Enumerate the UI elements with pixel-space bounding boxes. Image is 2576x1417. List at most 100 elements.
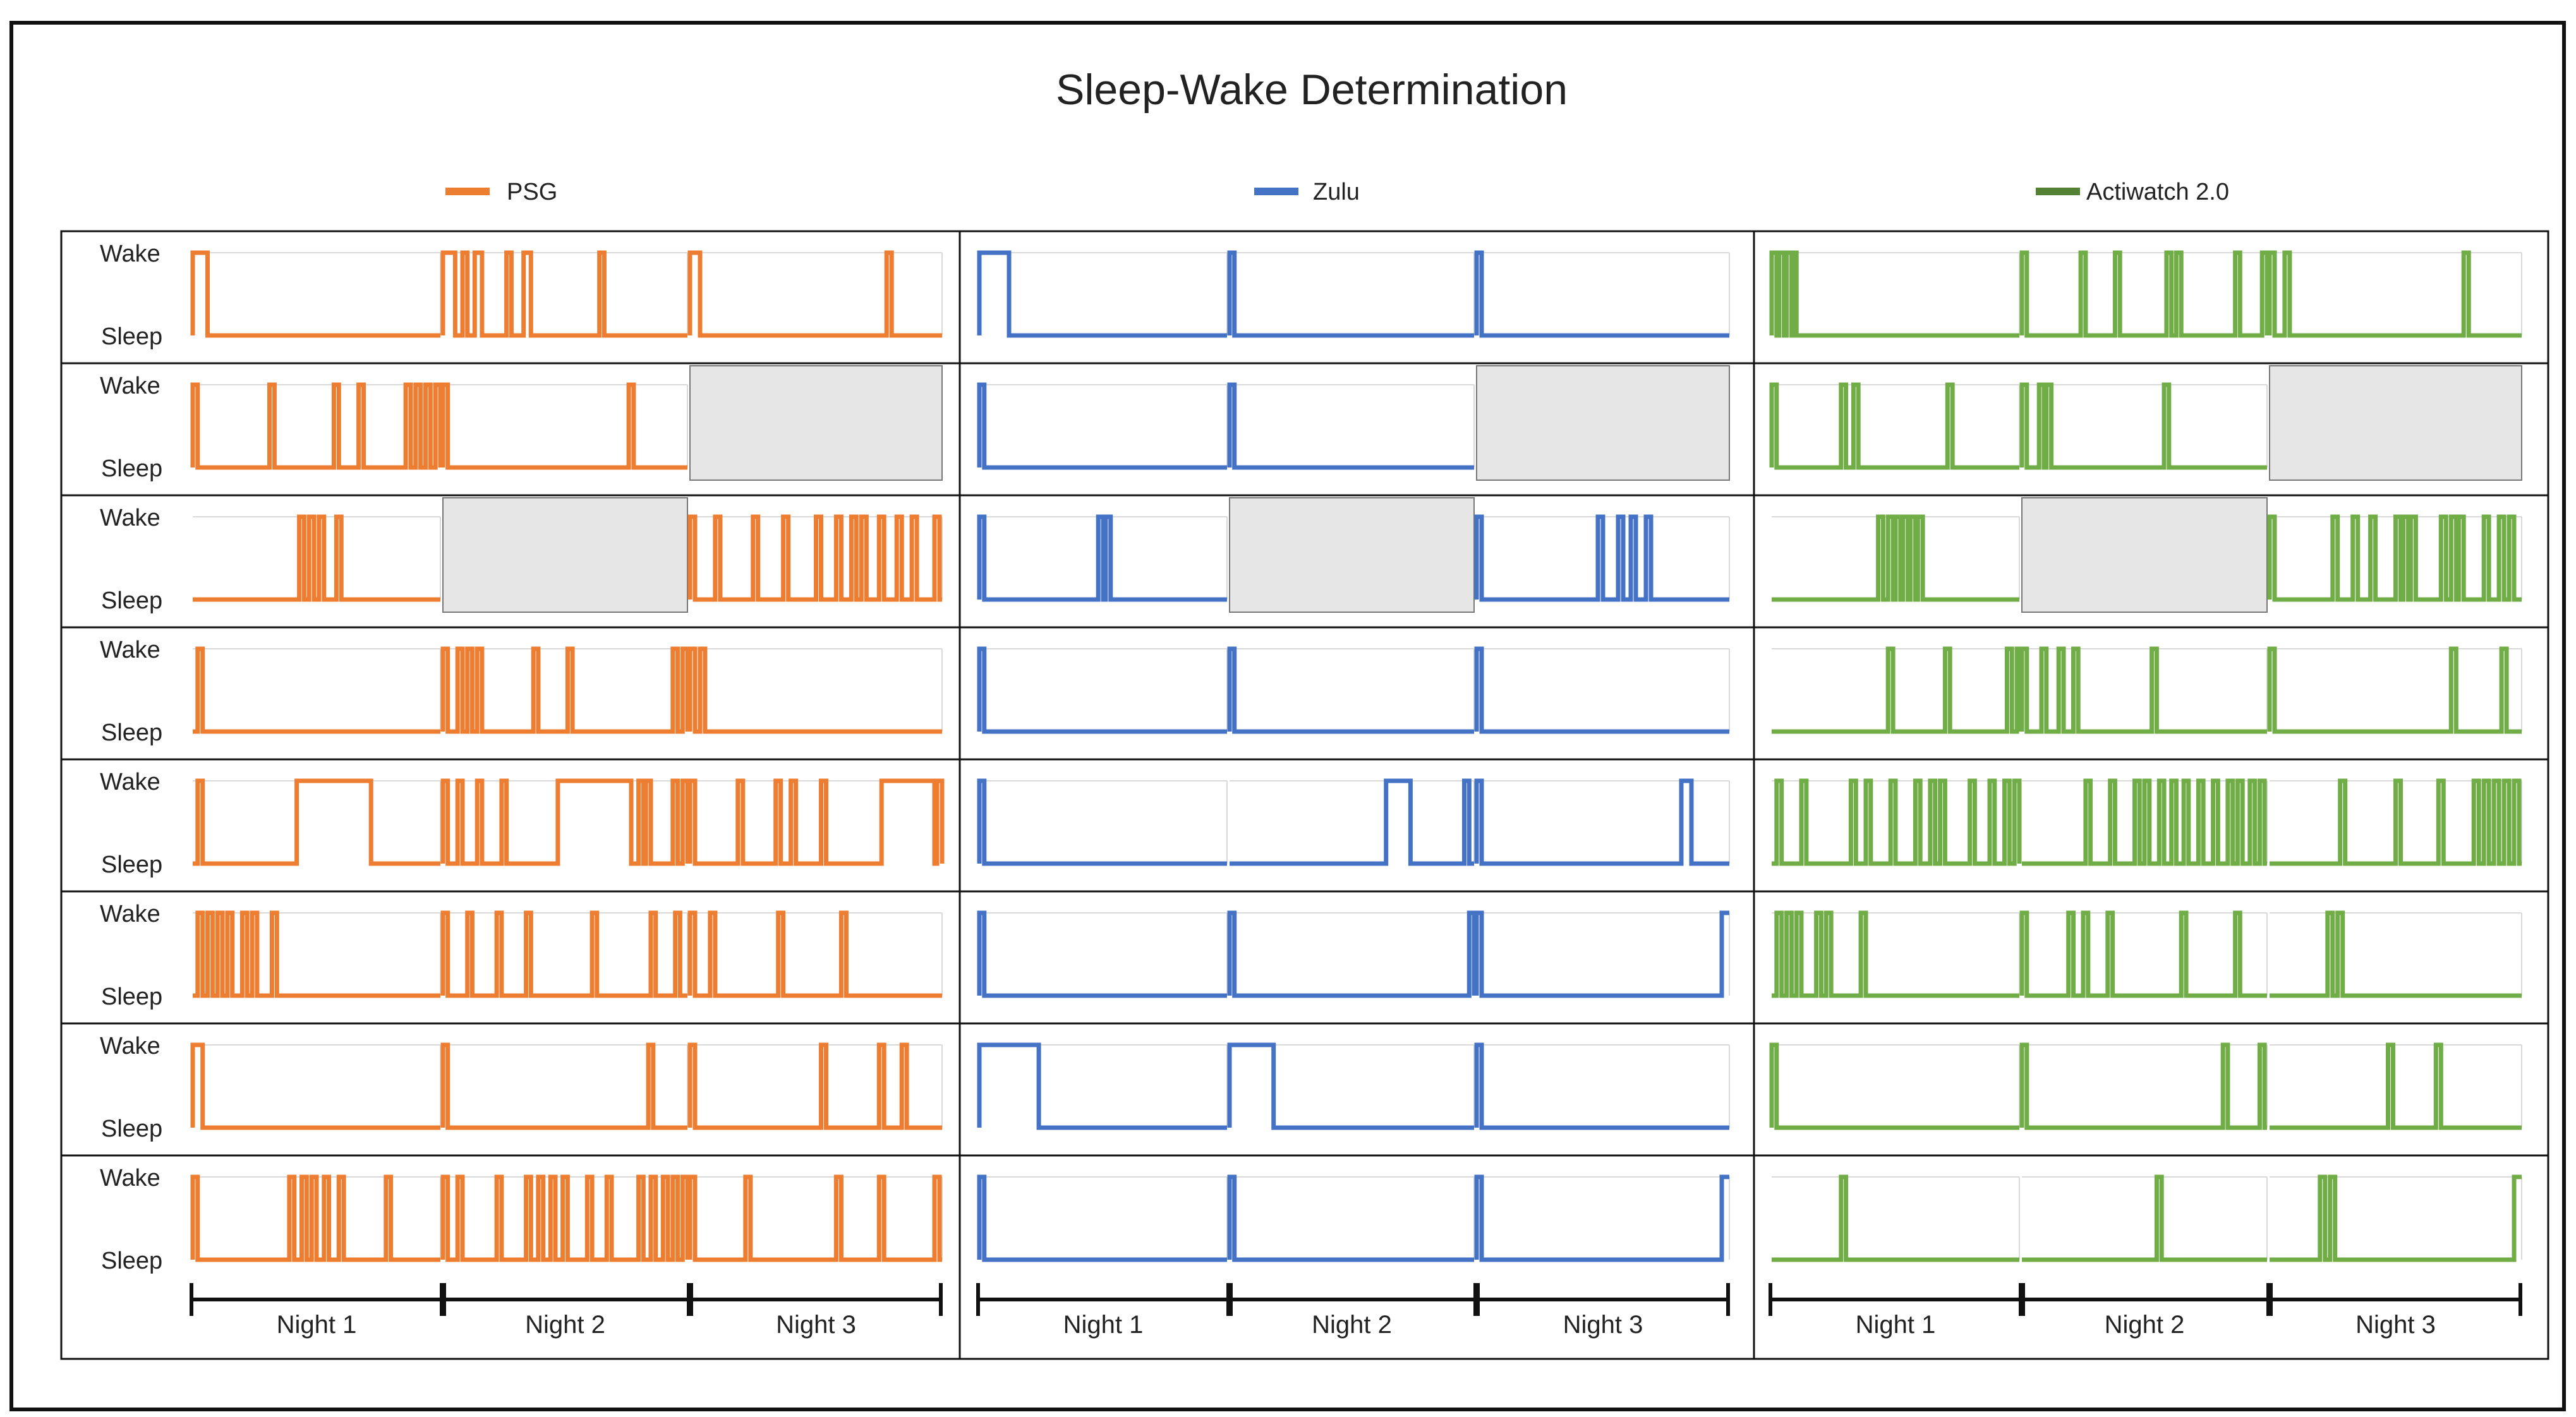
missing-data-box	[1476, 365, 1730, 481]
night-label: Night 2	[2105, 1311, 2185, 1339]
trace-actiwatch-2-0-subject-2-night-1	[1769, 382, 2019, 470]
y-label-sleep: Sleep	[101, 852, 162, 878]
y-label-sleep: Sleep	[101, 455, 162, 482]
trace-actiwatch-2-0-subject-3-night-1	[1772, 514, 2019, 602]
y-label-wake: Wake	[100, 1033, 160, 1059]
trace-zulu-subject-6-night-1	[977, 910, 1227, 998]
trace-actiwatch-2-0-subject-8-night-2	[2022, 1174, 2267, 1262]
night-label: Night 3	[776, 1311, 856, 1339]
trace-zulu-subject-7-night-2	[1227, 1042, 1474, 1130]
trace-actiwatch-2-0-subject-2-night-2	[2019, 382, 2267, 470]
trace-actiwatch-2-0-subject-4-night-3	[2267, 646, 2522, 734]
trace-psg-subject-8-night-1	[190, 1174, 440, 1262]
night-label: Night 2	[525, 1311, 605, 1339]
trace-psg-subject-3-night-3	[687, 514, 942, 602]
trace-psg-subject-1-night-3	[687, 250, 942, 338]
legend-label-actiwatch: Actiwatch 2.0	[2086, 179, 2229, 205]
trace-actiwatch-2-0-subject-1-night-1	[1769, 250, 2019, 338]
y-label-wake: Wake	[100, 241, 160, 267]
night-label: Night 3	[2355, 1311, 2436, 1339]
trace-psg-subject-5-night-3	[687, 778, 945, 866]
trace-zulu-subject-1-night-3	[1474, 250, 1729, 338]
night-axes: Night 1 Night 2 Night 3 Night 1 Night 2 Night…	[190, 1283, 2522, 1339]
trace-psg-subject-6-night-3	[687, 910, 942, 998]
trace-psg-subject-7-night-1	[190, 1042, 440, 1130]
y-label-wake: Wake	[100, 505, 160, 531]
trace-psg-subject-8-night-3	[687, 1174, 942, 1262]
y-label-wake: Wake	[100, 769, 160, 795]
legend: PSG Zulu Actiwatch 2.0	[445, 179, 2229, 205]
y-label-sleep: Sleep	[101, 1248, 162, 1274]
missing-data-box	[2021, 497, 2268, 613]
y-label-sleep: Sleep	[101, 720, 162, 746]
trace-psg-subject-7-night-2	[440, 1042, 687, 1130]
plot-frame	[60, 230, 2549, 1360]
night-label: Night 1	[1856, 1311, 1936, 1339]
trace-psg-subject-1-night-1	[190, 250, 440, 338]
night-label: Night 1	[277, 1311, 357, 1339]
trace-actiwatch-2-0-subject-7-night-3	[2270, 1042, 2522, 1130]
missing-data-box	[442, 497, 688, 613]
missing-data-box	[1229, 497, 1475, 613]
y-label-sleep: Sleep	[101, 323, 162, 350]
trace-psg-subject-8-night-2	[440, 1174, 690, 1262]
trace-zulu-subject-5-night-3	[1474, 778, 1729, 866]
trace-psg-subject-2-night-2	[440, 382, 687, 470]
trace-actiwatch-2-0-subject-6-night-2	[2019, 910, 2267, 998]
y-label-sleep: Sleep	[101, 1116, 162, 1142]
row-labels: Wake Sleep Wake Sleep Wake Sleep Wake Sleep Wake…	[100, 241, 162, 1274]
trace-actiwatch-2-0-subject-4-night-2	[2019, 646, 2267, 734]
trace-zulu-subject-5-night-1	[977, 778, 1227, 866]
trace-actiwatch-2-0-subject-5-night-2	[2022, 778, 2267, 866]
trace-zulu-subject-1-night-2	[1227, 250, 1474, 338]
trace-actiwatch-2-0-subject-3-night-3	[2267, 514, 2522, 602]
legend-label-zulu: Zulu	[1313, 179, 1360, 205]
trace-psg-subject-3-night-1	[193, 514, 440, 602]
legend-label-psg: PSG	[507, 179, 557, 205]
y-label-sleep: Sleep	[101, 984, 162, 1010]
trace-zulu-subject-5-night-2	[1230, 778, 1474, 866]
missing-data-box	[689, 365, 943, 481]
trace-zulu-subject-4-night-3	[1474, 646, 1729, 734]
plot-grid	[60, 230, 2549, 1360]
trace-zulu-subject-8-night-2	[1227, 1174, 1474, 1262]
y-label-wake: Wake	[100, 637, 160, 663]
trace-zulu-subject-1-night-1	[977, 250, 1227, 338]
night-label: Night 1	[1063, 1311, 1144, 1339]
trace-psg-subject-2-night-1	[190, 382, 443, 470]
night-label: Night 3	[1563, 1311, 1643, 1339]
trace-actiwatch-2-0-subject-5-night-1	[1772, 778, 2022, 866]
panel-marks	[190, 250, 2522, 1262]
figure-frame	[9, 21, 2566, 1411]
trace-psg-subject-6-night-1	[193, 910, 440, 998]
night-label: Night 2	[1312, 1311, 1392, 1339]
trace-zulu-subject-8-night-1	[977, 1174, 1227, 1262]
trace-psg-subject-7-night-3	[687, 1042, 942, 1130]
trace-actiwatch-2-0-subject-5-night-3	[2270, 778, 2522, 866]
trace-actiwatch-2-0-subject-1-night-2	[2019, 250, 2270, 338]
trace-psg-subject-1-night-2	[440, 250, 687, 338]
y-label-wake: Wake	[100, 901, 160, 927]
trace-zulu-subject-3-night-3	[1474, 514, 1729, 602]
trace-zulu-subject-2-night-1	[977, 382, 1227, 470]
trace-zulu-subject-2-night-2	[1227, 382, 1474, 470]
trace-zulu-subject-3-night-1	[977, 514, 1227, 602]
y-label-wake: Wake	[100, 373, 160, 399]
trace-zulu-subject-6-night-3	[1474, 910, 1729, 998]
y-label-wake: Wake	[100, 1165, 160, 1191]
trace-actiwatch-2-0-subject-7-night-1	[1769, 1042, 2019, 1130]
trace-actiwatch-2-0-subject-7-night-2	[2019, 1042, 2267, 1130]
trace-actiwatch-2-0-subject-6-night-3	[2270, 910, 2522, 998]
chart-title: Sleep-Wake Determination	[1056, 66, 1568, 114]
y-label-sleep: Sleep	[101, 588, 162, 614]
trace-psg-subject-5-night-2	[440, 778, 690, 866]
trace-psg-subject-6-night-2	[440, 910, 687, 998]
trace-zulu-subject-4-night-1	[977, 646, 1227, 734]
trace-actiwatch-2-0-subject-8-night-1	[1772, 1174, 2019, 1262]
missing-data-box	[2269, 365, 2522, 481]
trace-psg-subject-4-night-1	[193, 646, 440, 734]
trace-actiwatch-2-0-subject-1-night-3	[2267, 250, 2522, 338]
row-dividers	[61, 362, 2548, 1157]
